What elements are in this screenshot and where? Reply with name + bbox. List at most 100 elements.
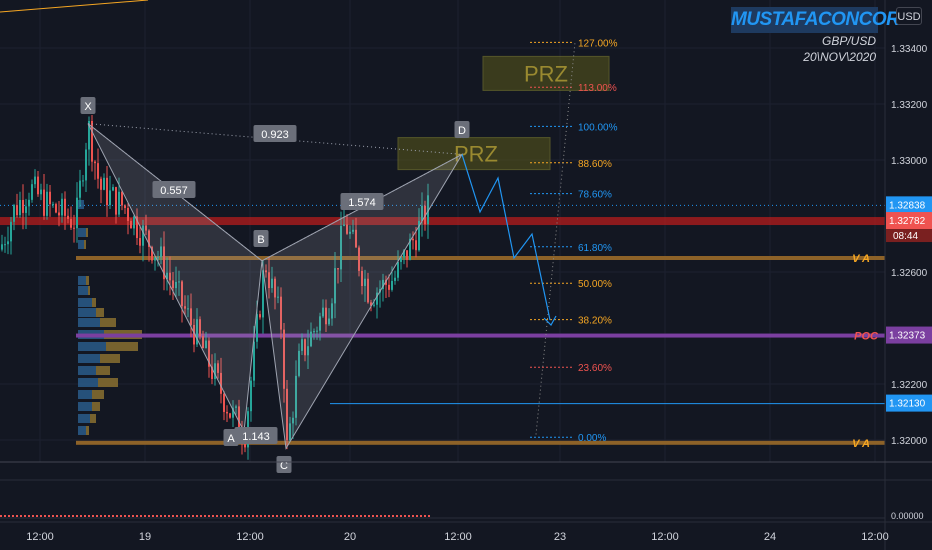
candle-body xyxy=(388,284,390,290)
candle-body xyxy=(232,407,234,418)
candle-body xyxy=(325,307,327,325)
candle-body xyxy=(31,184,33,200)
prz-label-lower: PRZ xyxy=(454,142,498,167)
fib-level-label: 78.60% xyxy=(578,190,612,201)
brand-watermark: MUSTAFACONCORD xyxy=(731,7,913,33)
candle-body xyxy=(373,304,375,306)
volume-profile-bar xyxy=(78,286,88,295)
candle-body xyxy=(46,191,48,216)
candle-body xyxy=(367,278,369,303)
candle-body xyxy=(13,205,15,222)
currency-button[interactable]: USD xyxy=(896,7,922,25)
price-tick-label: 1.33400 xyxy=(891,44,928,55)
candle-body xyxy=(148,230,150,247)
candle-body xyxy=(385,279,387,285)
candle-body xyxy=(82,180,84,182)
candle-body xyxy=(16,205,18,216)
candle-body xyxy=(352,229,354,232)
candle-body xyxy=(361,270,363,286)
candle-body xyxy=(121,191,123,206)
volume-profile-bar xyxy=(78,414,90,423)
trend-line-top xyxy=(0,0,149,13)
candle-body xyxy=(364,278,366,286)
price-tag xyxy=(886,196,932,214)
candle-body xyxy=(169,272,171,281)
ratio-label-ac-bg xyxy=(234,427,278,444)
candle-body xyxy=(283,329,285,389)
fib-level-label: 100.00% xyxy=(578,122,618,133)
candle-body xyxy=(112,187,114,191)
candle-body xyxy=(403,250,405,258)
volume-profile-bar xyxy=(86,276,89,285)
fib-level-label: 38.20% xyxy=(578,316,612,327)
point-label-c: C xyxy=(280,460,288,472)
price-tick-label: 1.32600 xyxy=(891,268,928,279)
volume-profile-bar xyxy=(90,414,96,423)
candle-body xyxy=(1,244,3,250)
ratio-label-xd-bg xyxy=(253,125,297,142)
candle-body xyxy=(109,190,111,206)
candle-body xyxy=(349,231,351,234)
candle-body xyxy=(250,380,252,412)
candle-body xyxy=(223,393,225,412)
candle-body xyxy=(421,205,423,221)
time-tick-label: 24 xyxy=(764,531,776,543)
candle-body xyxy=(319,316,321,331)
fib-level-label: 88.60% xyxy=(578,159,612,170)
candle-body xyxy=(166,272,168,280)
candle-body xyxy=(151,246,153,261)
candle-body xyxy=(85,149,87,181)
candle-body xyxy=(331,303,333,319)
fib-level-label: 50.00% xyxy=(578,279,612,290)
point-label-d: D xyxy=(458,125,466,137)
candle-body xyxy=(406,250,408,260)
candle-body xyxy=(73,227,75,229)
candle-body xyxy=(190,308,192,325)
candle-body xyxy=(262,270,264,318)
candle-body xyxy=(256,314,258,342)
volume-profile-bar xyxy=(86,228,88,237)
candle-body xyxy=(418,220,420,251)
time-tick-label: 12:00 xyxy=(651,531,679,543)
volume-profile-bar xyxy=(100,354,120,363)
date-label: 20\NOV\2020 xyxy=(803,50,876,64)
ratio-label-ac: 1.143 xyxy=(242,431,270,443)
time-tick-label: 12:00 xyxy=(861,531,889,543)
candle-body xyxy=(193,324,195,345)
candle-body xyxy=(268,272,270,289)
candle-body xyxy=(199,319,201,337)
price-tag-text: 1.32373 xyxy=(889,331,926,342)
candle-body xyxy=(79,180,81,198)
candle-body xyxy=(424,205,426,225)
poc-line xyxy=(76,333,932,338)
candle-body xyxy=(400,257,402,262)
point-label-c-bg xyxy=(276,456,292,473)
ratio-label-xb-bg xyxy=(152,181,196,198)
candle-body xyxy=(187,308,189,310)
volume-profile-bar xyxy=(78,354,100,363)
candle-body xyxy=(340,225,342,270)
ratio-label-xb: 0.557 xyxy=(160,185,188,197)
prz-box-lower xyxy=(397,137,551,171)
price-tag-text: 1.32838 xyxy=(889,200,926,211)
candle-body xyxy=(211,366,213,379)
candle-body xyxy=(343,224,345,226)
candle-body xyxy=(274,278,276,298)
candle-body xyxy=(328,318,330,325)
candle-body xyxy=(145,225,147,231)
candle-body xyxy=(172,280,174,289)
candle-body xyxy=(106,177,108,206)
candle-body xyxy=(412,238,414,241)
candle-body xyxy=(181,281,183,307)
fib-level-label: 61.80% xyxy=(578,243,612,254)
price-tick-label: 1.32200 xyxy=(891,380,928,391)
candle-body xyxy=(157,257,159,259)
fib-trend-line xyxy=(535,42,576,435)
va-label-upper: V A xyxy=(852,253,870,265)
price-tick-label: 1.33000 xyxy=(891,156,928,167)
candle-body xyxy=(10,221,12,242)
candle-body xyxy=(19,199,21,216)
candle-body xyxy=(277,296,279,298)
va-label-lower: V A xyxy=(852,438,870,450)
